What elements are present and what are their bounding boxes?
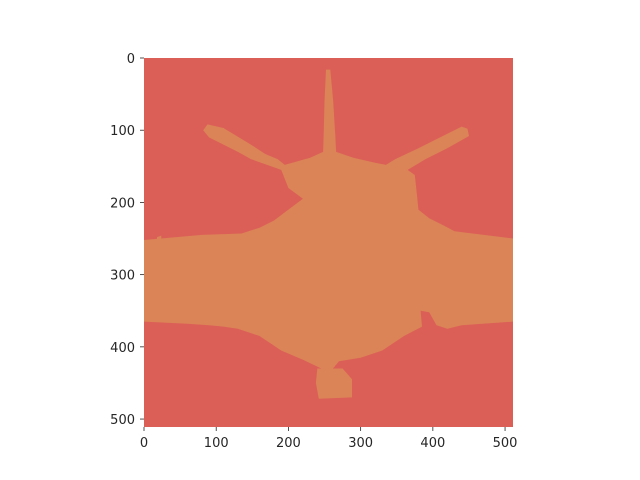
heatmap-object-blob-1 [157,235,162,240]
plot-area [144,58,513,427]
x-tick-label: 0 [140,436,148,451]
x-tick-label: 200 [276,436,301,451]
y-tick-label: 100 [110,124,135,139]
y-tick-label: 400 [110,341,135,356]
x-tick-label: 400 [420,436,445,451]
x-tick-label: 500 [493,436,518,451]
y-axis: 0 100 200 300 400 500 [110,52,144,428]
x-tick-label: 300 [348,436,373,451]
y-tick-label: 0 [127,52,135,67]
x-axis: 0 100 200 300 400 500 [140,427,518,451]
y-tick-label: 200 [110,196,135,211]
x-tick-label: 100 [204,436,229,451]
heatmap-object-region [144,69,513,370]
heatmap-object-blob-0 [315,368,352,399]
y-tick-label: 500 [110,413,135,428]
y-tick-label: 300 [110,269,135,284]
